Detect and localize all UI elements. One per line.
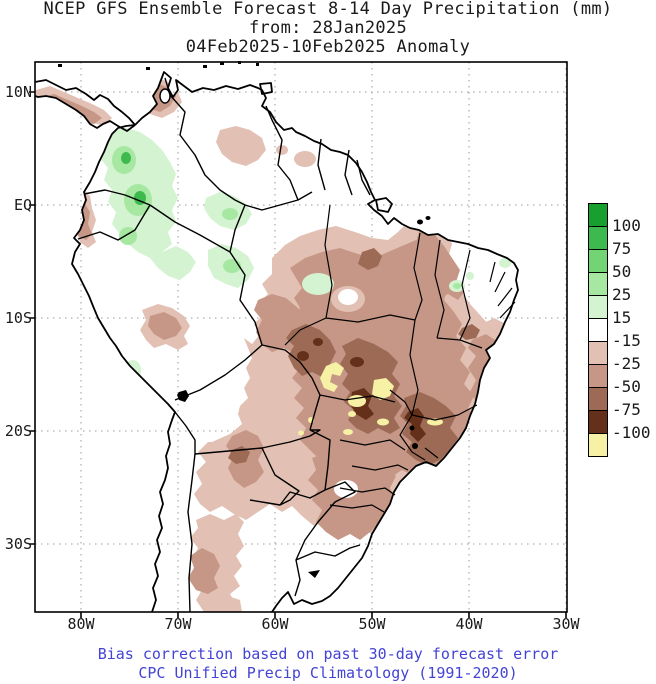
legend-value: 50 <box>612 262 632 281</box>
lon-tick-label: 30W <box>552 615 580 633</box>
legend-value: -15 <box>612 331 641 350</box>
legend-value: -75 <box>612 400 641 419</box>
lat-tick-label: 30S <box>4 535 32 553</box>
legend-color-cell <box>588 295 608 319</box>
legend-color-cell <box>588 364 608 388</box>
lat-tick-label: 10S <box>4 309 32 327</box>
legend-value: 15 <box>612 308 632 327</box>
title-line-2: from: 28Jan2025 <box>248 18 408 38</box>
title-block: NCEP GFS Ensemble Forecast 8-14 Day Prec… <box>0 0 656 57</box>
legend-color-cell <box>588 203 608 227</box>
lat-tick-label: EQ <box>13 196 32 214</box>
country-borders <box>77 77 371 613</box>
title-line-3: 04Feb2025-10Feb2025 Anomaly <box>185 37 471 57</box>
legend-color-cell <box>588 387 608 411</box>
lon-tick-label: 80W <box>67 615 95 633</box>
lake-titicaca <box>177 390 189 402</box>
lat-tick-label: 10N <box>4 83 32 101</box>
lon-tick-label: 40W <box>455 615 483 633</box>
legend-value: 75 <box>612 239 632 258</box>
legend-color-cell <box>588 318 608 342</box>
footer-line-1: Bias correction based on past 30-day for… <box>97 645 559 663</box>
lat-tick-label: 20S <box>4 422 32 440</box>
legend-value: -100 <box>612 423 651 442</box>
title-line-1: NCEP GFS Ensemble Forecast 8-14 Day Prec… <box>43 0 613 19</box>
lon-tick-label: 60W <box>261 615 289 633</box>
legend-value: 25 <box>612 285 632 304</box>
legend-color-cell <box>588 410 608 434</box>
legend-value: -25 <box>612 354 641 373</box>
legend-value: -50 <box>612 377 641 396</box>
coastline <box>34 71 519 613</box>
legend-color-cell <box>588 272 608 296</box>
legend-color-cell <box>588 249 608 273</box>
legend-color-cell <box>588 341 608 365</box>
legend-color-cell <box>588 433 608 457</box>
map-frame <box>34 61 568 613</box>
lon-tick-label: 70W <box>164 615 192 633</box>
footer-block: Bias correction based on past 30-day for… <box>0 645 656 683</box>
legend-color-cell <box>588 226 608 250</box>
legend-value: 100 <box>612 216 641 235</box>
state-borders <box>284 204 516 513</box>
footer-line-2: CPC Unified Precip Climatology (1991-202… <box>138 664 518 682</box>
axis-ticks <box>29 91 567 618</box>
lon-tick-label: 50W <box>358 615 386 633</box>
